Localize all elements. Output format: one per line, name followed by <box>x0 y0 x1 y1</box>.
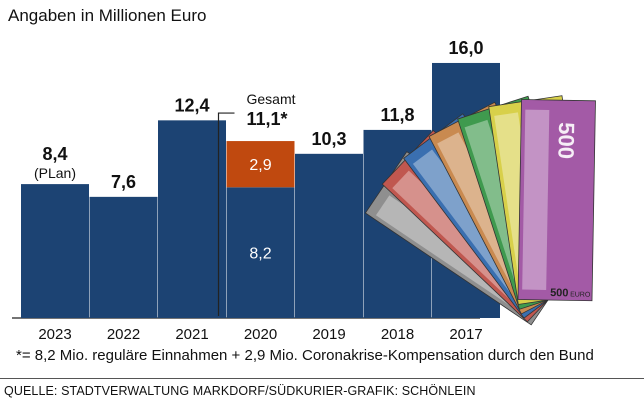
value-note-2020: Gesamt <box>247 91 296 107</box>
x-tick-2017: 2017 <box>449 326 482 343</box>
x-tick-2019: 2019 <box>312 326 345 343</box>
value-label-2023: 8,4 <box>42 144 67 164</box>
chart-subtitle: Angaben in Millionen Euro <box>8 6 207 25</box>
banknote-body-500 <box>517 99 596 302</box>
bar-2022 <box>89 196 158 318</box>
bar-segment-2020-1 <box>226 187 295 318</box>
source-credit: QUELLE: STADTVERWALTUNG MARKDORF/SÜDKURI… <box>4 384 476 398</box>
x-tick-2023: 2023 <box>38 326 71 343</box>
bar-chart: 8,4(PLan) 2023 7,6 2022 12,4 2021 8,2 2,9 Gesamt… <box>12 38 596 343</box>
x-tick-2022: 2022 <box>107 326 140 343</box>
x-tick-2021: 2021 <box>175 326 208 343</box>
bar-2021 <box>158 120 226 319</box>
banknote-print-euro: EURO <box>570 291 591 298</box>
value-label-2019: 10,3 <box>311 129 346 149</box>
banknote-500: 500 <box>517 99 596 302</box>
bar-segment-2020-2 <box>226 141 295 188</box>
banknote-print-value: 500 <box>550 287 569 299</box>
banknote-front: 500 EURO <box>550 287 591 299</box>
value-label-2017: 16,0 <box>448 38 483 58</box>
segment-label-2020-2: 2,9 <box>249 157 271 174</box>
segment-label-2020-1: 8,2 <box>249 246 271 263</box>
banknote-window-500 <box>522 109 550 290</box>
value-label-2020: 11,1* <box>247 109 288 129</box>
value-label-2022: 7,6 <box>111 172 136 192</box>
x-tick-2020: 2020 <box>244 326 277 343</box>
x-tick-2018: 2018 <box>381 326 414 343</box>
total-bracket-2020 <box>217 112 235 316</box>
bar-2019 <box>295 153 363 318</box>
value-note-2023: (PLan) <box>34 165 76 181</box>
bar-2023 <box>21 184 89 318</box>
euro-banknotes-icon: 5102050100200500500EURO <box>364 95 596 326</box>
value-label-2018: 11,8 <box>380 105 414 125</box>
divider <box>0 378 644 379</box>
banknote-value-500: 500 <box>553 122 579 159</box>
chart-footnote: *= 8,2 Mio. reguläre Einnahmen + 2,9 Mio… <box>16 347 594 364</box>
value-label-2021: 12,4 <box>174 95 209 115</box>
